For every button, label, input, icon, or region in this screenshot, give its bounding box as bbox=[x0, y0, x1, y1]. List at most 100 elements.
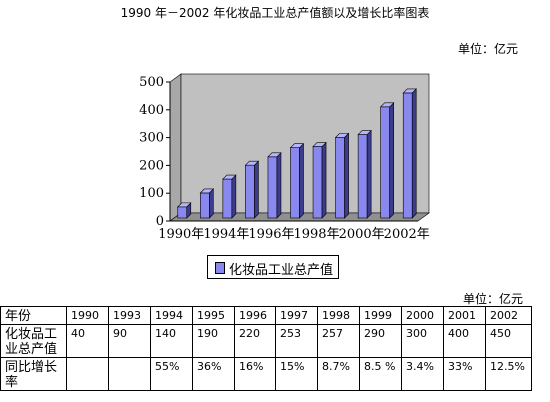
bar-top bbox=[222, 174, 237, 180]
bar-front bbox=[335, 137, 345, 219]
bar-1997年 bbox=[289, 142, 305, 219]
bar-side bbox=[231, 174, 237, 219]
bar-side bbox=[344, 132, 349, 219]
table-row-growth: 同比增长率 55% 36% 16% 15% 8.7% 8.5 % 3.4% 33% 12.5% bbox=[0, 357, 532, 391]
bar-top bbox=[402, 88, 417, 94]
bar-side bbox=[254, 160, 259, 219]
value-cell-2001: 400 bbox=[443, 324, 486, 358]
side-wall bbox=[169, 73, 182, 222]
year-cell-1990: 1990 bbox=[66, 306, 109, 325]
bar-top bbox=[267, 152, 282, 158]
growth-cell-1993 bbox=[108, 357, 151, 391]
value-cell-1998: 257 bbox=[317, 324, 360, 358]
bar-side bbox=[276, 152, 282, 219]
unit-label: 单位：亿元 bbox=[458, 42, 519, 56]
y-tick-label: 500 bbox=[139, 75, 164, 90]
table-header-value: 化妆品工业总产值 bbox=[0, 324, 67, 358]
year-cell-2002: 2002 bbox=[485, 306, 532, 325]
bar-side bbox=[299, 142, 304, 219]
value-cell-1999: 290 bbox=[359, 324, 402, 358]
table-row-values: 化妆品工业总产值 40 90 140 190 220 253 257 290 300 400 450 bbox=[0, 324, 532, 358]
data-table: 年份 1990 1993 1994 1995 1996 1997 1998 1999 2000 2… bbox=[0, 306, 532, 391]
bar-side bbox=[389, 102, 394, 219]
bar-front bbox=[402, 92, 413, 219]
bar-front bbox=[245, 164, 255, 219]
value-cell-1996: 220 bbox=[234, 324, 276, 358]
legend: 化妆品工业总产值 bbox=[207, 255, 339, 279]
x-tick-label: 1990年 bbox=[158, 227, 204, 242]
growth-cell-1999: 8.5 % bbox=[359, 357, 402, 391]
bar-front bbox=[177, 206, 188, 219]
bar-side bbox=[209, 188, 214, 219]
value-cell-1993: 90 bbox=[108, 324, 151, 358]
growth-cell-1997: 15% bbox=[275, 357, 318, 391]
growth-cell-2002: 12.5% bbox=[485, 357, 532, 391]
value-cell-1994: 140 bbox=[150, 324, 193, 358]
value-cell-1990: 40 bbox=[66, 324, 109, 358]
y-tick-label: 0 bbox=[156, 214, 164, 229]
legend-swatch bbox=[215, 262, 225, 274]
table-header-year: 年份 bbox=[0, 306, 67, 325]
bar-front bbox=[357, 134, 368, 219]
bar-top bbox=[289, 143, 305, 148]
growth-cell-2001: 33% bbox=[443, 357, 486, 391]
value-cell-1995: 190 bbox=[192, 324, 235, 358]
y-tick-label: 200 bbox=[139, 158, 164, 173]
bar-1999年 bbox=[334, 132, 350, 219]
growth-cell-1998: 8.7% bbox=[317, 357, 360, 391]
x-tick-label: 2002年 bbox=[384, 227, 430, 242]
year-cell-1996: 1996 bbox=[234, 306, 276, 325]
table-header-growth: 同比增长率 bbox=[0, 357, 67, 391]
bar-top bbox=[244, 160, 260, 166]
bar-1993年 bbox=[199, 188, 215, 219]
bar-1990年 bbox=[177, 202, 192, 219]
bar-2002年 bbox=[402, 88, 417, 219]
table-row-years: 年份 1990 1993 1994 1995 1996 1997 1998 1999 2000 2… bbox=[0, 306, 532, 325]
bar-top bbox=[177, 202, 192, 208]
bar-side bbox=[411, 88, 417, 219]
year-cell-1994: 1994 bbox=[150, 306, 193, 325]
bar-front bbox=[312, 146, 323, 219]
year-cell-1995: 1995 bbox=[192, 306, 235, 325]
bar-side bbox=[321, 141, 327, 219]
bar-front bbox=[380, 106, 390, 219]
bar-1996年 bbox=[267, 152, 282, 219]
bars bbox=[177, 88, 417, 219]
y-tick-label: 300 bbox=[139, 131, 164, 146]
year-cell-1998: 1998 bbox=[317, 306, 360, 325]
year-cell-1999: 1999 bbox=[359, 306, 402, 325]
growth-cell-1995: 36% bbox=[192, 357, 235, 391]
year-cell-1993: 1993 bbox=[108, 306, 151, 325]
bar-1998年 bbox=[312, 141, 327, 219]
legend-label: 化妆品工业总产值 bbox=[229, 263, 334, 278]
bar-2000年 bbox=[357, 129, 372, 219]
x-tick-label: 1998年 bbox=[293, 227, 339, 242]
y-tick-label: 100 bbox=[139, 186, 164, 201]
growth-cell-1994: 55% bbox=[150, 357, 193, 391]
bar-top bbox=[357, 130, 372, 135]
bar-2001年 bbox=[379, 102, 395, 219]
x-tick-label: 1994年 bbox=[203, 227, 249, 242]
y-axis: 0 100 200 300 400 500 bbox=[139, 75, 171, 229]
bar-top bbox=[334, 133, 350, 138]
growth-cell-2000: 3.4% bbox=[401, 357, 444, 391]
y-tick-label: 400 bbox=[139, 103, 164, 118]
bar-1994年 bbox=[222, 174, 237, 219]
bar-1995年 bbox=[244, 160, 260, 219]
year-cell-2001: 2001 bbox=[443, 306, 486, 325]
value-cell-2002: 450 bbox=[485, 324, 532, 358]
page-title: 1990 年－2002 年化妆品工业总产值额以及增长比率图表 bbox=[120, 6, 430, 20]
growth-cell-1996: 16% bbox=[234, 357, 276, 391]
value-cell-1997: 253 bbox=[275, 324, 318, 358]
year-cell-1997: 1997 bbox=[275, 306, 318, 325]
bar-side bbox=[366, 129, 372, 219]
bar-front bbox=[267, 156, 278, 219]
bar-front bbox=[290, 147, 300, 219]
bar-top bbox=[312, 142, 327, 147]
x-tick-label: 1996年 bbox=[248, 227, 294, 242]
x-tick-label: 2000年 bbox=[339, 227, 385, 242]
bar-front bbox=[222, 178, 233, 219]
year-cell-2000: 2000 bbox=[401, 306, 444, 325]
